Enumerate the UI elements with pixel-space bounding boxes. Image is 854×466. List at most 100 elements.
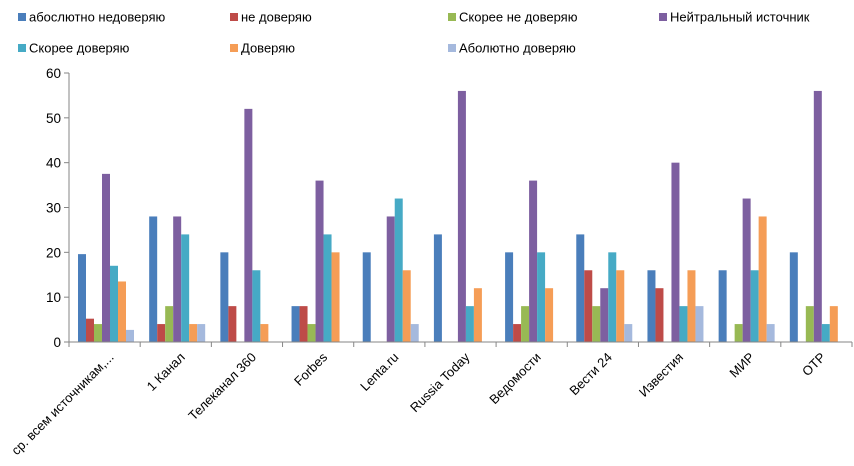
y-tick-label: 60 [46,66,61,81]
bar [465,306,474,342]
bar [789,252,798,342]
bar [576,234,585,342]
bar [173,216,182,342]
bars-group [78,90,838,342]
bar [252,270,261,342]
x-category-label: Известия [636,350,686,400]
x-category-label: ср. всем источникам,... [8,350,116,458]
bar [537,252,546,342]
x-category-label: Lenta.ru [357,350,401,394]
bar [671,162,680,342]
bar [718,270,727,342]
bar [402,270,411,342]
x-category-label: 1 Канал [144,350,188,394]
bar [220,252,229,342]
bar [228,306,237,342]
y-tick-label: 20 [46,245,61,260]
bar [307,324,316,342]
bar [750,270,759,342]
legend-swatch-2 [230,13,238,21]
bar [813,90,822,342]
y-axis: 0 10 20 30 40 50 60 [46,66,70,350]
bar [181,234,190,342]
bar [189,324,198,342]
bar [829,306,838,342]
x-category-label: Forbes [291,349,331,389]
bar [197,324,206,342]
bar [805,306,814,342]
bar [600,288,609,342]
bar [584,270,593,342]
x-category-label: Телеканал 360 [185,350,259,424]
bar [126,329,134,342]
bar [505,252,514,342]
bar [102,173,110,342]
bar [433,234,442,342]
bar [386,216,395,342]
bar [545,288,554,342]
bar [608,252,617,342]
bar [394,198,403,342]
chart-legend: абослютно недоверяю не доверяю Скорее не д… [18,10,810,56]
legend-swatch-1 [18,13,26,21]
bar [758,216,767,342]
x-category-label: Russia Today [407,349,473,415]
bar [624,324,633,342]
bar [647,270,656,342]
y-tick-label: 0 [53,335,61,350]
legend-swatch-3 [448,13,456,21]
bar [821,324,830,342]
bar [513,324,522,342]
legend-label-1: абослютно недоверяю [29,10,165,25]
bar [410,324,419,342]
bar [244,108,253,342]
bar [165,306,174,342]
legend-label-2: не доверяю [241,10,312,25]
legend-label-3: Скорее не доверяю [459,10,578,25]
y-tick-label: 10 [46,290,61,305]
legend-swatch-7 [448,44,456,52]
bar [362,252,371,342]
bar [291,306,300,342]
bar [315,180,324,342]
legend-label-6: Доверяю [241,41,295,56]
bar [299,306,308,342]
legend-label-4: Нейтральный источник [670,10,810,25]
legend-label-5: Скорее доверяю [29,41,130,56]
x-axis: ср. всем источникам,... 1 КаналТелеканал … [8,341,853,458]
bar [687,270,696,342]
legend-swatch-5 [18,44,26,52]
bar [331,252,340,342]
bar [655,288,664,342]
bar [529,180,538,342]
bar [592,306,601,342]
bar [157,324,166,342]
x-category-label: OTP [799,350,829,380]
bar [742,198,751,342]
legend-swatch-6 [230,44,238,52]
x-category-label: МИР [726,350,757,381]
bar [679,306,688,342]
bar [473,288,482,342]
bar [260,324,269,342]
bar [521,306,530,342]
bar [457,90,466,342]
x-category-label: Ведомости [486,350,544,408]
bar [616,270,625,342]
bar [118,281,126,342]
legend-swatch-4 [659,13,667,21]
bar [323,234,332,342]
bar [94,324,102,342]
bar [86,318,94,342]
y-tick-label: 30 [46,201,61,216]
bar [766,324,775,342]
bar [695,306,704,342]
bar [78,254,86,342]
y-tick-label: 50 [46,111,61,126]
bar [110,265,118,342]
bar [149,216,158,342]
legend-label-7: Аболютно доверяю [459,41,576,56]
x-category-label: Вести 24 [566,350,615,399]
bar [734,324,743,342]
